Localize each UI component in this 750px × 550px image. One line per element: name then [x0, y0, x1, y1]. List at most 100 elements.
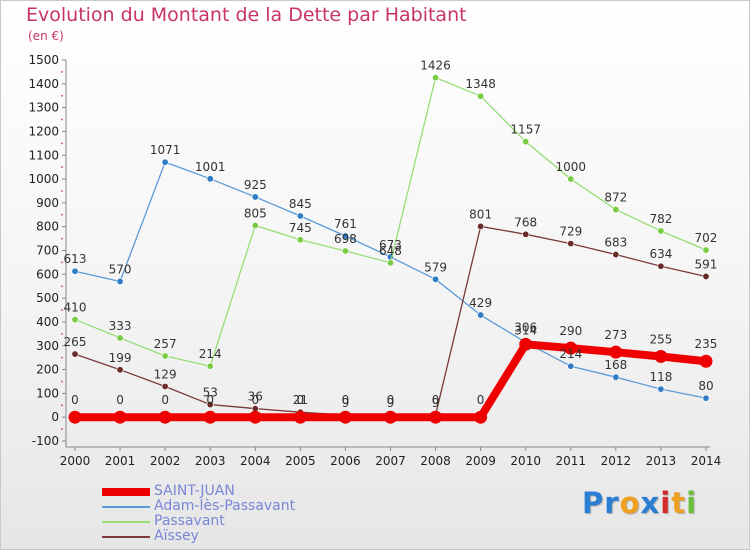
- logo-letter: P: [582, 486, 605, 520]
- data-point-passavant: [161, 352, 169, 360]
- data-point-a-ssey: [522, 230, 530, 238]
- y-minor-tick: [61, 428, 63, 430]
- y-tick-label: 800: [36, 220, 59, 234]
- data-label-passavant: 257: [154, 337, 177, 351]
- data-point-a-ssey: [612, 251, 620, 259]
- data-label-passavant: 410: [64, 301, 87, 315]
- y-minor-tick: [61, 142, 63, 145]
- legend-swatch: [102, 536, 150, 538]
- data-label-a-ssey: 634: [649, 247, 672, 261]
- data-label-saint-juan: 0: [161, 393, 169, 407]
- y-tick-label: 1100: [28, 148, 59, 162]
- x-tick-label: 2000: [60, 454, 91, 468]
- y-minor-tick: [61, 190, 63, 192]
- data-point-passavant: [522, 138, 530, 146]
- data-label-adam-l-s-passavant: 579: [424, 260, 447, 274]
- data-label-passavant: 1000: [555, 160, 586, 174]
- data-point-passavant: [296, 236, 304, 244]
- legend-swatch: [102, 521, 150, 523]
- x-tick-label: 2013: [646, 454, 677, 468]
- legend-swatch: [102, 488, 150, 496]
- y-tick-label: 1500: [28, 53, 59, 67]
- y-minor-tick: [61, 71, 63, 73]
- data-label-a-ssey: 683: [604, 236, 627, 250]
- y-tick-label: 0: [51, 410, 59, 424]
- logo-letter: t: [671, 486, 687, 520]
- data-label-adam-l-s-passavant: 1071: [150, 143, 181, 157]
- x-tick-label: 2002: [150, 454, 181, 468]
- legend-label: Adam-lès-Passavant: [154, 498, 296, 514]
- data-label-saint-juan: 0: [71, 393, 79, 407]
- data-point-saint-juan: [699, 354, 713, 368]
- data-point-passavant: [341, 247, 349, 255]
- y-minor-tick: [61, 94, 63, 97]
- data-label-adam-l-s-passavant: 80: [698, 379, 713, 393]
- x-tick-label: 2014: [691, 454, 722, 468]
- x-tick-label: 2003: [195, 454, 226, 468]
- data-label-passavant: 1426: [420, 59, 451, 73]
- y-minor-tick: [61, 213, 63, 216]
- data-label-adam-l-s-passavant: 673: [379, 238, 402, 252]
- data-point-saint-juan: [203, 410, 217, 424]
- data-label-saint-juan: 0: [251, 393, 259, 407]
- data-point-a-ssey: [702, 272, 710, 280]
- unit-label: (en €): [28, 29, 64, 43]
- data-point-saint-juan: [293, 410, 307, 424]
- y-tick-label: 500: [36, 291, 59, 305]
- x-tick-label: 2006: [330, 454, 361, 468]
- x-tick-label: 2007: [375, 454, 406, 468]
- y-tick-label: -100: [32, 434, 59, 448]
- data-label-a-ssey: 801: [469, 207, 492, 221]
- data-label-saint-juan: 290: [559, 324, 582, 338]
- data-point-a-ssey: [161, 382, 169, 390]
- data-point-passavant: [206, 362, 214, 370]
- series-line-passavant: [74, 76, 707, 367]
- data-point-saint-juan: [68, 410, 82, 424]
- y-minor-tick: [61, 118, 63, 121]
- data-point-passavant: [71, 316, 79, 324]
- data-point-saint-juan: [564, 341, 578, 355]
- data-label-a-ssey: 9: [387, 396, 395, 410]
- legend-label: Aïssey: [154, 528, 199, 544]
- legend-swatch: [102, 506, 150, 508]
- logo-letter: o: [619, 486, 641, 520]
- data-label-a-ssey: 729: [559, 225, 582, 239]
- data-point-adam-l-s-passavant: [251, 193, 259, 201]
- data-label-passavant: 698: [334, 232, 357, 246]
- y-minor-tick: [61, 332, 63, 335]
- data-point-saint-juan: [519, 337, 533, 351]
- data-label-adam-l-s-passavant: 429: [469, 296, 492, 310]
- x-tick-label: 2011: [555, 454, 586, 468]
- y-tick-label: 400: [36, 315, 59, 329]
- data-label-passavant: 805: [244, 206, 267, 220]
- data-label-a-ssey: 36: [248, 390, 263, 404]
- x-tick-label: 2005: [285, 454, 316, 468]
- data-label-passavant: 1348: [465, 77, 496, 91]
- data-point-saint-juan: [383, 410, 397, 424]
- x-tick-label: 2008: [420, 454, 451, 468]
- data-label-saint-juan: 0: [116, 393, 124, 407]
- data-point-adam-l-s-passavant: [206, 175, 214, 183]
- data-label-a-ssey: 129: [154, 367, 177, 381]
- y-tick-label: 300: [36, 339, 59, 353]
- data-point-adam-l-s-passavant: [161, 158, 169, 166]
- data-point-adam-l-s-passavant: [296, 212, 304, 220]
- logo-letter: i: [686, 486, 698, 520]
- data-label-a-ssey: 21: [293, 393, 308, 407]
- y-tick-label: 700: [36, 244, 59, 258]
- data-point-saint-juan: [338, 410, 352, 424]
- data-label-saint-juan: 0: [432, 393, 440, 407]
- data-label-adam-l-s-passavant: 925: [244, 178, 267, 192]
- data-label-saint-juan: 306: [514, 320, 537, 334]
- x-tick-label: 2012: [601, 454, 632, 468]
- y-tick-label: 1200: [28, 124, 59, 138]
- y-minor-tick: [61, 404, 63, 407]
- data-label-passavant: 702: [695, 231, 718, 245]
- data-point-a-ssey: [657, 262, 665, 270]
- data-label-adam-l-s-passavant: 314: [514, 323, 537, 337]
- x-tick-label: 2009: [465, 454, 496, 468]
- data-label-passavant: 648: [379, 244, 402, 258]
- y-minor-tick: [61, 309, 63, 311]
- data-point-saint-juan: [429, 410, 443, 424]
